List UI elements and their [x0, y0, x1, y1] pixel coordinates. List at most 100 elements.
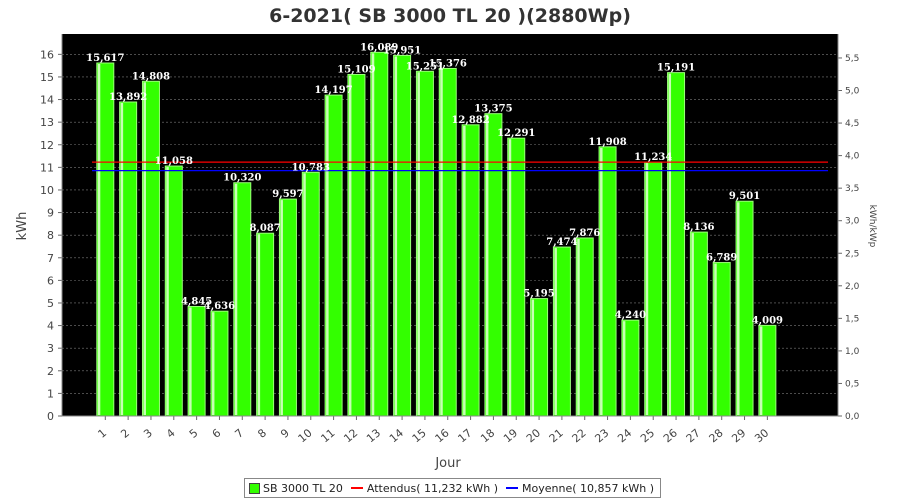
bar-highlight [280, 200, 283, 415]
y-axis-label-right: kWh/kWp [867, 205, 877, 248]
value-label-day-10: 10,783 [292, 162, 330, 173]
value-label-day-6: 4,636 [204, 301, 235, 312]
y-tick-label: 0 [47, 410, 54, 423]
x-tick-label: 2 [118, 426, 132, 440]
bar-highlight [577, 238, 580, 415]
y-right-tick-label: 4,5 [845, 119, 859, 129]
bar-highlight [211, 312, 215, 415]
y-right-tick-label: 0,0 [845, 412, 860, 422]
value-label-day-2: 13,892 [109, 92, 147, 103]
bar-highlight [463, 125, 466, 415]
x-tick-label: 5 [187, 426, 201, 440]
bar-highlight [485, 114, 489, 415]
x-tick-label: 10 [296, 426, 315, 445]
value-label-day-26: 15,191 [657, 63, 695, 74]
y-tick-label: 3 [47, 342, 54, 355]
bar-highlight [531, 299, 535, 415]
bar-highlight [394, 56, 398, 415]
legend: SB 3000 TL 20 Attendus( 11,232 kWh ) Moy… [244, 478, 662, 498]
bar-highlight [645, 163, 649, 415]
x-tick-label: 25 [638, 426, 657, 445]
x-tick-label: 27 [684, 426, 703, 445]
value-label-day-15: 15,251 [406, 61, 444, 72]
x-tick-label: 17 [455, 426, 474, 445]
legend-swatch-attendus [350, 487, 363, 489]
y-right-tick-label: 2,0 [845, 282, 860, 292]
value-label-day-25: 11,234 [634, 152, 672, 163]
value-label-day-5: 4,845 [181, 296, 212, 307]
bar-highlight [166, 167, 169, 415]
y-tick-label: 14 [40, 94, 54, 107]
x-tick-label: 8 [255, 426, 269, 440]
x-tick-label: 13 [364, 426, 383, 445]
bar-highlight [326, 96, 329, 415]
y-tick-label: 13 [40, 116, 54, 129]
legend-item-moyenne: Moyenne( 10,857 kWh ) [506, 482, 654, 495]
value-label-day-11: 14,197 [314, 85, 352, 96]
x-tick-label: 15 [410, 426, 429, 445]
x-tick-label: 14 [387, 426, 406, 445]
bar-highlight [440, 69, 443, 415]
y-right-tick-label: 5,0 [845, 87, 860, 97]
y-tick-label: 6 [47, 274, 54, 287]
y-tick-label: 16 [40, 48, 54, 61]
bar-highlight [303, 173, 306, 415]
y-tick-label: 10 [40, 184, 54, 197]
value-label-day-4: 11,058 [155, 156, 193, 167]
x-tick-label: 18 [478, 426, 497, 445]
x-tick-label: 22 [570, 426, 589, 445]
legend-item-attendus: Attendus( 11,232 kWh ) [350, 481, 499, 495]
value-label-day-22: 7,876 [569, 228, 600, 239]
y-right-tick-label: 5,5 [845, 54, 859, 64]
y-tick-label: 15 [40, 71, 54, 84]
x-tick-label: 20 [524, 426, 543, 445]
bar-highlight [120, 102, 124, 415]
legend-label-moyenne: Moyenne( 10,857 kWh ) [522, 481, 655, 495]
bars [96, 51, 777, 417]
legend-swatch-production [249, 482, 260, 494]
y-tick-label: 11 [40, 161, 54, 174]
y-tick-label: 4 [47, 320, 54, 333]
x-tick-label: 12 [341, 426, 360, 445]
value-label-day-17: 12,882 [451, 115, 489, 126]
legend-swatch-moyenne [506, 487, 519, 489]
bar-highlight [371, 53, 375, 415]
bar-highlight [189, 307, 192, 415]
y-tick-label: 5 [47, 297, 54, 310]
bar-highlight [759, 326, 763, 415]
y-tick-label: 8 [47, 229, 54, 242]
x-tick-label: 26 [661, 426, 680, 445]
value-label-day-7: 10,320 [223, 173, 261, 184]
y-axis-right: 0,0 0,5 1,0 1,5 2,0 2,5 3,0 3,5 4,0 4,5 5,0 5,5 [838, 54, 860, 422]
bar-highlight [143, 82, 146, 416]
bar-highlight [257, 234, 261, 415]
value-label-day-30: 4,009 [752, 315, 783, 326]
x-axis: 1 2 3 4 5 6 7 8 9 10 11 12 13 14 15 16 17 18 19 20 21 22 23 24 2… [96, 416, 771, 445]
y-tick-label: 1 [47, 387, 54, 400]
y-tick-label: 12 [40, 139, 54, 152]
x-tick-label: 29 [729, 426, 748, 445]
value-label-day-24: 4,240 [615, 310, 646, 321]
value-label-day-21: 7,474 [546, 237, 577, 248]
value-label-day-27: 8,136 [683, 222, 714, 233]
bar-highlight [508, 139, 512, 416]
bar-highlight [348, 75, 352, 415]
bar-highlight [668, 73, 672, 416]
reference-lines [92, 161, 828, 172]
bar-highlight [234, 183, 238, 415]
value-label-day-20: 5,195 [523, 289, 554, 300]
value-label-day-16: 15,376 [429, 58, 467, 69]
x-tick-label: 23 [592, 426, 611, 445]
value-label-day-12: 15,109 [337, 64, 375, 75]
legend-label-attendus: Attendus( 11,232 kWh ) [366, 481, 499, 495]
y-right-tick-label: 1,5 [845, 314, 859, 324]
x-tick-label: 21 [547, 426, 566, 445]
y-right-tick-label: 2,5 [845, 249, 859, 259]
chart-title: 6-2021( SB 3000 TL 20 )(2880Wp) [269, 5, 631, 27]
y-axis-label: kWh [15, 212, 30, 241]
x-tick-label: 24 [615, 426, 634, 445]
value-label-day-14: 15,951 [383, 45, 421, 56]
value-label-day-18: 13,375 [474, 104, 512, 115]
x-axis-label: Jour [434, 456, 461, 471]
